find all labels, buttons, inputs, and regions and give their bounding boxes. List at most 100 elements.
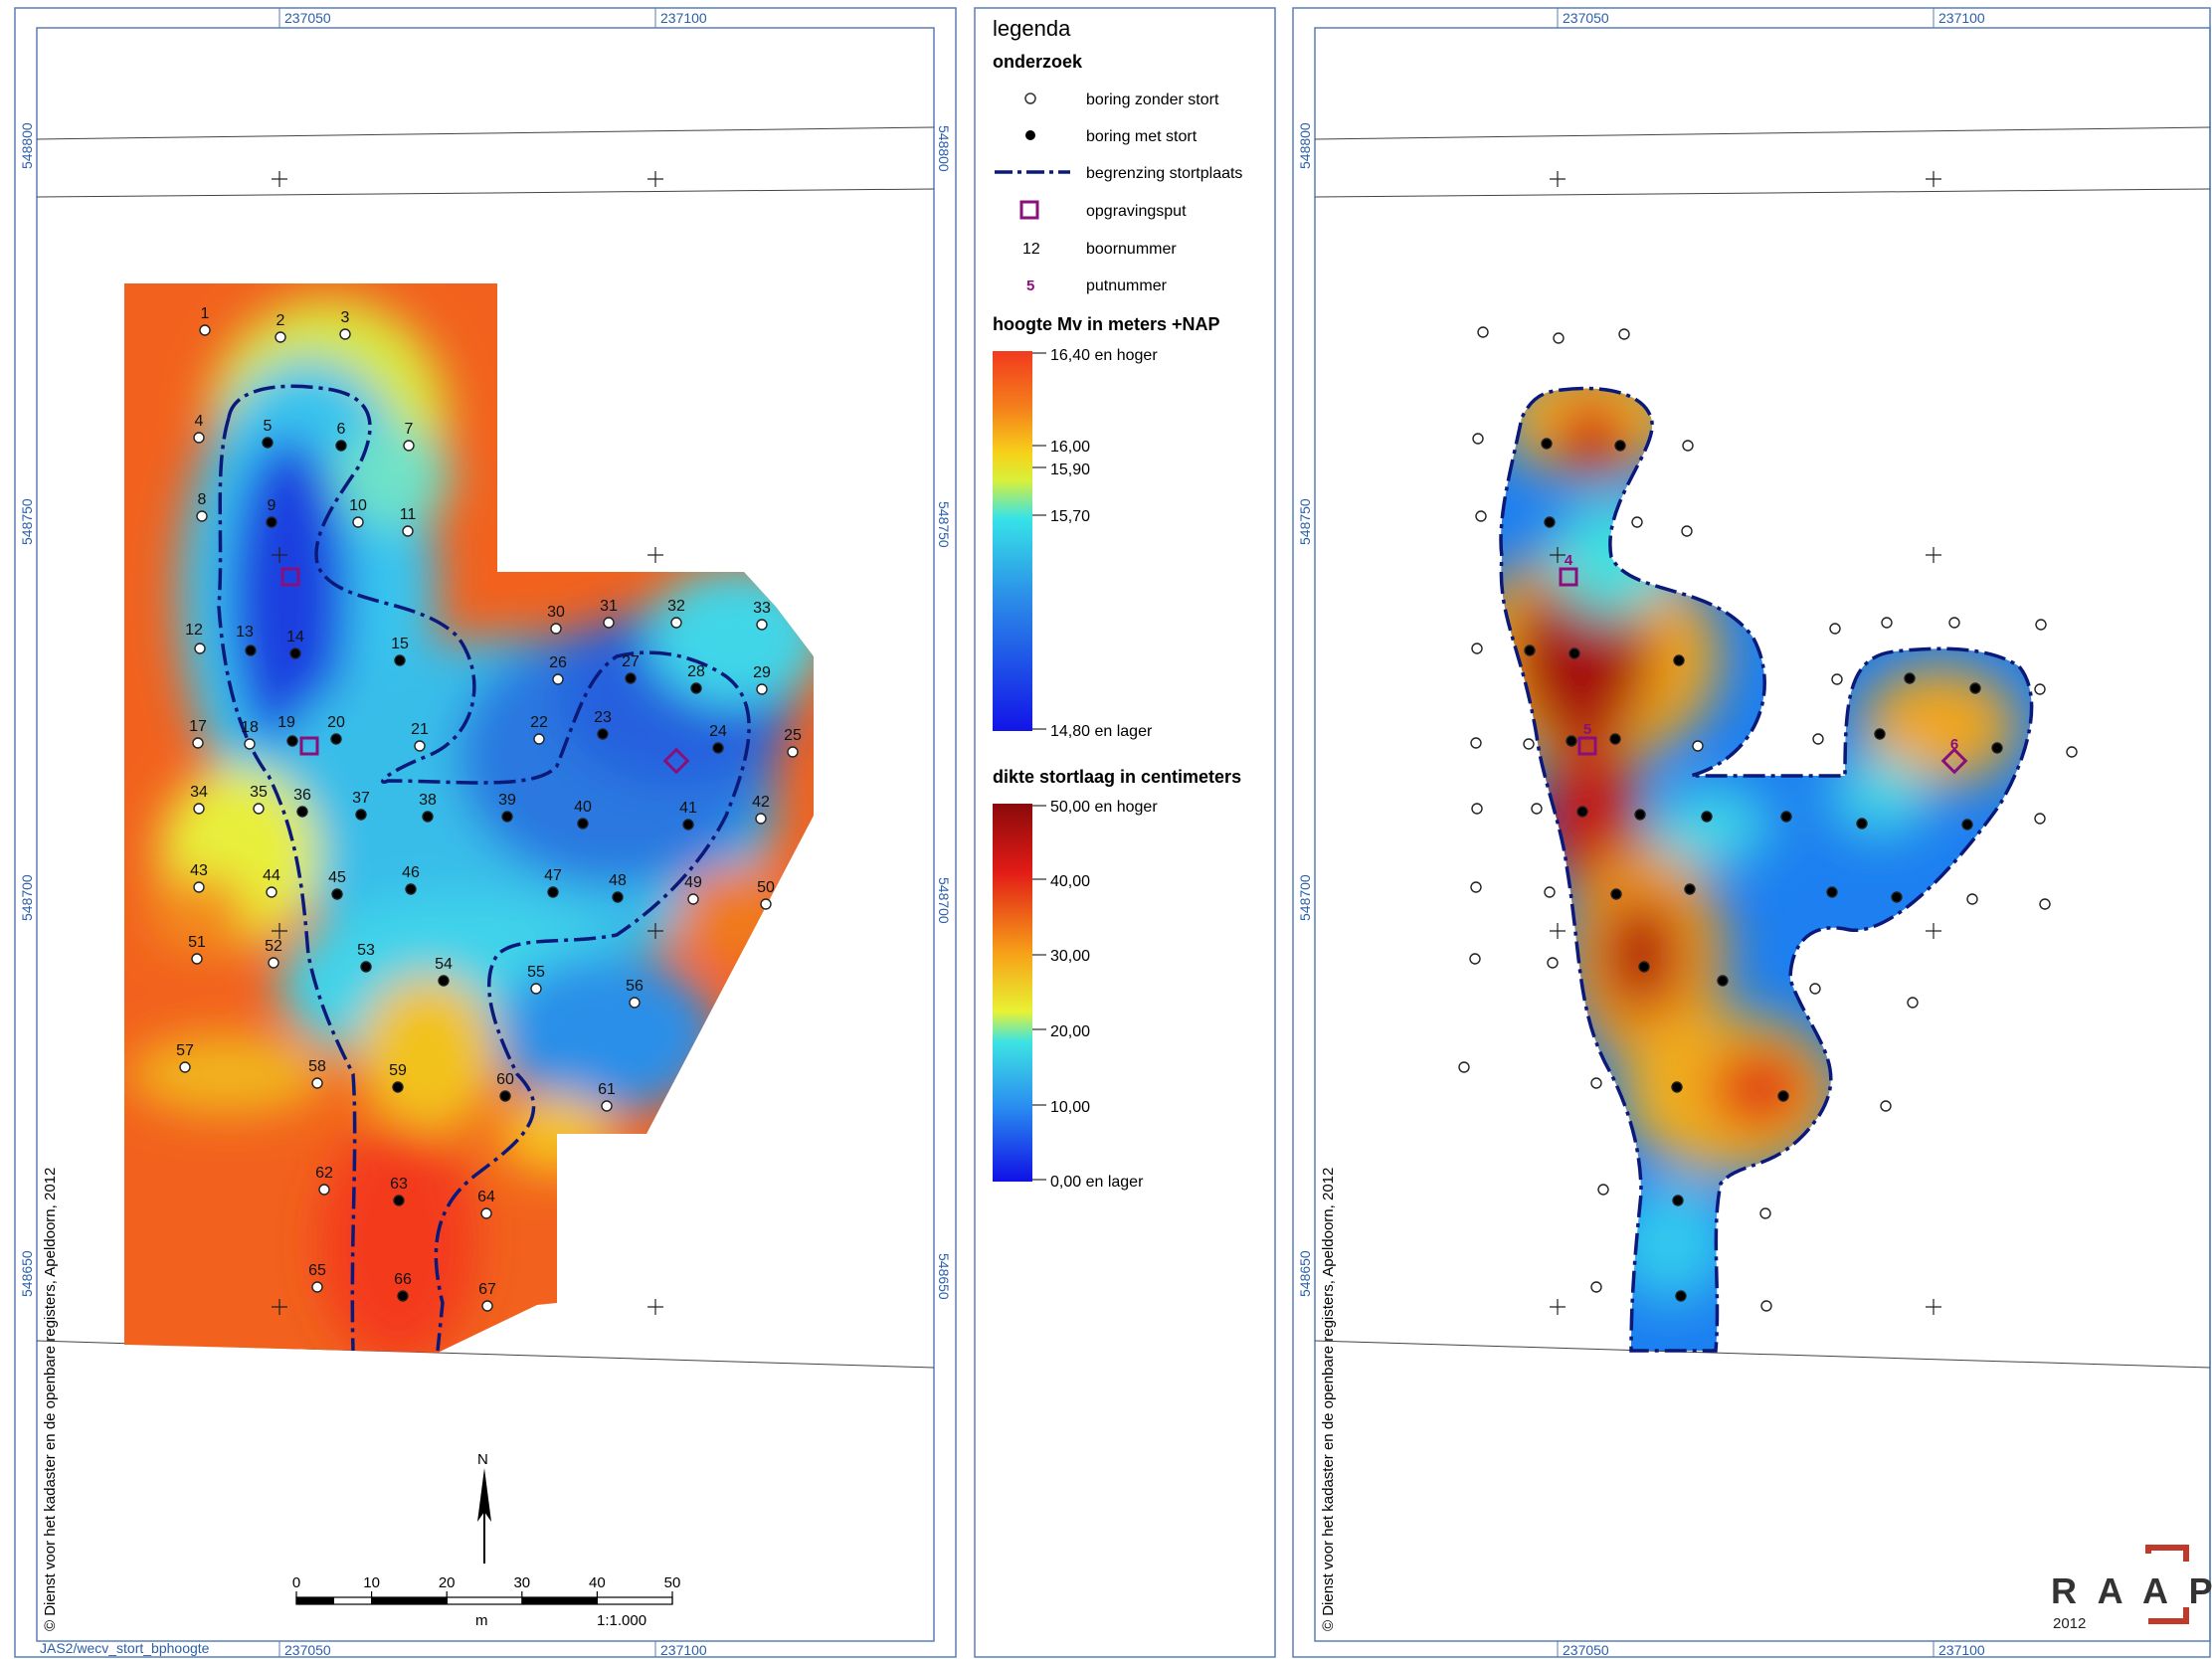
boring-point xyxy=(1544,516,1556,528)
boring-number-label: 22 xyxy=(530,714,548,731)
boring-number-label: 64 xyxy=(477,1189,495,1205)
boring-number-label: 56 xyxy=(626,978,644,995)
grid-crosses xyxy=(272,171,663,1315)
boring-point xyxy=(1684,883,1696,895)
boring-number-label: 23 xyxy=(594,709,612,726)
boring-point xyxy=(286,735,298,747)
boring-number-label: 50 xyxy=(757,879,775,896)
landfill-boundary-left xyxy=(227,384,751,1352)
boring-point xyxy=(787,746,799,758)
boring-number-label: 53 xyxy=(357,942,375,959)
boring-point xyxy=(1470,737,1482,749)
boring-number-label: 44 xyxy=(263,867,280,884)
boring-number-label: 52 xyxy=(265,938,282,955)
thickness-label: 0,00 en lager xyxy=(1050,1174,1144,1191)
right-map-panel: 237050 237100 237050 237100 548800 54875… xyxy=(1292,7,2212,1658)
boring-number-label: 19 xyxy=(277,714,295,731)
grid-label-x-bottom: 237050 xyxy=(284,1642,331,1658)
boring-number-label: 10 xyxy=(349,497,367,514)
boring-point xyxy=(1759,1207,1771,1219)
boring-point xyxy=(179,1061,191,1073)
grid-label-y-left: 548800 xyxy=(1297,122,1313,169)
boring-number-label: 41 xyxy=(679,800,697,817)
scale-tick-label: 0 xyxy=(292,1574,300,1591)
boring-point xyxy=(266,886,277,898)
grid-label-y-right: 548800 xyxy=(936,125,952,172)
excavation-pit xyxy=(299,736,319,756)
legend-height-title: hoogte Mv in meters +NAP xyxy=(993,314,1220,334)
boring-point xyxy=(690,682,702,694)
boring-number-label: 59 xyxy=(389,1062,407,1079)
legend-pit-number: putnummer xyxy=(1086,277,1168,294)
boring-point xyxy=(1568,647,1580,659)
boring-point xyxy=(1471,803,1483,815)
boring-point xyxy=(1856,818,1868,830)
boring-point xyxy=(191,953,203,965)
legend-frame xyxy=(974,7,1276,1658)
boring-point xyxy=(2034,813,2046,825)
boring-point xyxy=(1826,886,1838,898)
boring-point xyxy=(1681,525,1693,537)
boring-point xyxy=(1874,728,1886,740)
boring-number-label: 45 xyxy=(328,869,346,886)
boring-point xyxy=(1891,891,1903,903)
boring-number-label: 32 xyxy=(667,598,685,615)
excavation-pit xyxy=(1559,567,1578,587)
boring-point xyxy=(193,881,205,893)
boring-point xyxy=(1809,983,1821,995)
boring-number-label: 42 xyxy=(752,794,770,811)
boring-point xyxy=(438,975,450,987)
boring-point xyxy=(481,1300,493,1312)
boring-point xyxy=(1966,893,1978,905)
legend-pit: opgravingsput xyxy=(1086,203,1187,220)
legend-boring-sample: 12 xyxy=(1022,241,1040,258)
north-label: N xyxy=(477,1451,488,1468)
boring-number-label: 62 xyxy=(315,1165,333,1182)
boring-point xyxy=(311,1281,323,1293)
logo-mark xyxy=(2148,1607,2189,1624)
boring-point xyxy=(550,623,562,635)
boring-point xyxy=(1701,811,1713,823)
boring-point xyxy=(360,961,372,973)
boring-number-label: 12 xyxy=(185,622,203,639)
boring-point xyxy=(755,813,767,825)
boring-point xyxy=(352,516,364,528)
file-reference: JAS2/wecv_stort_bphoogte xyxy=(40,1640,210,1656)
boring-point xyxy=(1590,1077,1602,1089)
thickness-label: 40,00 xyxy=(1050,873,1090,890)
grid-label-y-left: 548700 xyxy=(19,874,35,921)
boring-point xyxy=(244,738,256,750)
boring-point xyxy=(1991,742,2003,754)
boring-point xyxy=(1682,440,1694,452)
grid-label-y-left: 548800 xyxy=(19,122,35,169)
pit-number-label: 6 xyxy=(1950,736,1958,753)
boring-point xyxy=(756,683,768,695)
boring-number-label: 30 xyxy=(547,604,565,621)
boring-number-label: 15 xyxy=(391,636,409,652)
boring-point xyxy=(1618,328,1630,340)
boring-point xyxy=(245,645,257,656)
scale-tick-label: 10 xyxy=(363,1574,380,1591)
boring-point xyxy=(501,811,513,823)
boring-point xyxy=(1671,1081,1683,1093)
boring-point xyxy=(194,643,206,654)
copyright-text: © Dienst voor het kadaster en de openbar… xyxy=(42,1168,59,1631)
boring-point xyxy=(339,328,351,340)
boring-number-label: 11 xyxy=(400,506,417,523)
boring-number-label: 34 xyxy=(190,784,208,801)
boring-number-label: 18 xyxy=(241,719,259,736)
north-arrow: N xyxy=(477,1451,491,1564)
boring-point xyxy=(1477,326,1489,338)
grid-label-x-top: 237050 xyxy=(1563,10,1609,26)
right-inner-frame xyxy=(1314,27,2211,1642)
logo-mark xyxy=(2145,1545,2189,1562)
boring-point xyxy=(1631,516,1643,528)
boring-point xyxy=(2066,746,2078,758)
boring-point xyxy=(1634,809,1646,821)
scale-bar: 0 10 20 30 40 50 m 1:1.000 xyxy=(292,1574,681,1629)
boring-number-label: 31 xyxy=(600,598,618,615)
boring-point xyxy=(253,803,265,815)
scale-unit: m xyxy=(475,1612,488,1629)
excavation-pit xyxy=(280,567,300,587)
scale-tick-label: 40 xyxy=(589,1574,606,1591)
